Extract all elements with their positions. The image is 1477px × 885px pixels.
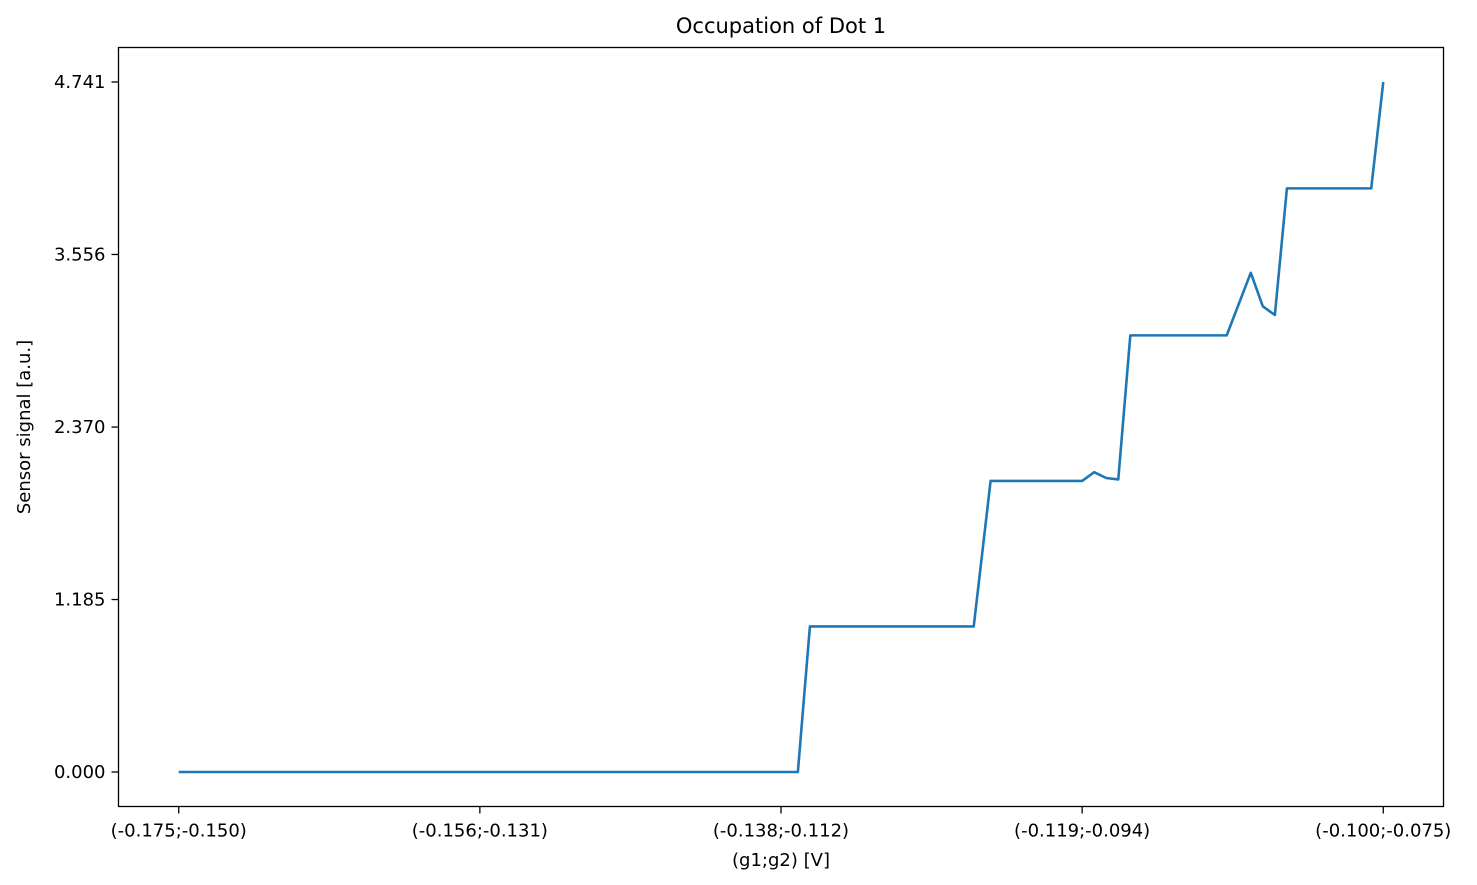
y-tick-label: 1.185 xyxy=(54,590,106,611)
y-tick-label: 4.741 xyxy=(54,72,106,93)
x-axis-ticks: (-0.175;-0.150) (-0.156;-0.131) (-0.138;-0… xyxy=(111,806,1451,842)
y-axis-ticks: 0.000 1.185 2.370 3.556 4.741 xyxy=(54,72,119,783)
x-tick-label: (-0.100;-0.075) xyxy=(1315,821,1451,842)
x-axis-label: (g1;g2) [V] xyxy=(732,850,830,871)
x-tick-label: (-0.175;-0.150) xyxy=(111,821,247,842)
series-line xyxy=(178,81,1385,774)
y-tick-label: 0.000 xyxy=(54,762,106,783)
y-tick-label: 2.370 xyxy=(54,417,106,438)
chart-title: Occupation of Dot 1 xyxy=(676,14,886,38)
series-layer xyxy=(178,81,1385,774)
x-tick-label: (-0.119;-0.094) xyxy=(1014,821,1150,842)
y-axis-label: Sensor signal [a.u.] xyxy=(14,340,35,514)
x-tick-label: (-0.156;-0.131) xyxy=(412,821,548,842)
x-tick-label: (-0.138;-0.112) xyxy=(713,821,849,842)
plot-frame xyxy=(117,46,1445,808)
y-tick-label: 3.556 xyxy=(54,244,106,265)
